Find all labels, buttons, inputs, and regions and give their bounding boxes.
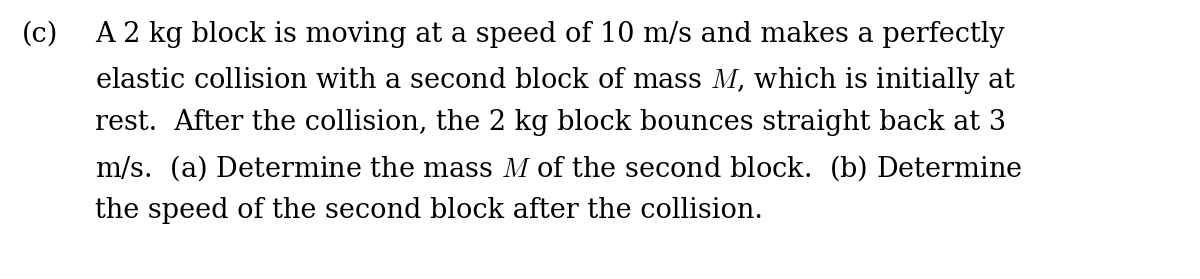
Text: the speed of the second block after the collision.: the speed of the second block after the … (95, 197, 763, 224)
Text: elastic collision with a second block of mass $M$, which is initially at: elastic collision with a second block of… (95, 65, 1016, 96)
Text: m/s.  (a) Determine the mass $M$ of the second block.  (b) Determine: m/s. (a) Determine the mass $M$ of the s… (95, 153, 1022, 183)
Text: rest.  After the collision, the 2 kg block bounces straight back at 3: rest. After the collision, the 2 kg bloc… (95, 109, 1006, 136)
Text: A 2 kg block is moving at a speed of 10 m/s and makes a perfectly: A 2 kg block is moving at a speed of 10 … (95, 21, 1004, 48)
Text: (c): (c) (22, 21, 59, 48)
